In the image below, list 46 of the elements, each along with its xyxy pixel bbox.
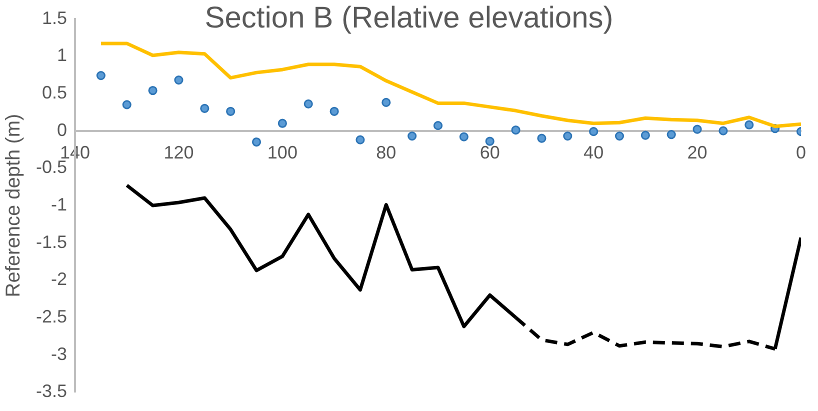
x-tick-label: 20: [687, 142, 708, 163]
y-tick-label: -1.5: [36, 232, 68, 252]
point: [382, 98, 391, 107]
point: [122, 100, 132, 110]
point: [744, 120, 754, 130]
point: [692, 124, 702, 134]
point: [174, 75, 184, 85]
y-tick-label: 1: [57, 45, 68, 66]
y-tick-label: -1: [51, 194, 68, 214]
point: [666, 130, 676, 140]
point: [356, 135, 365, 144]
point: [589, 127, 598, 136]
x-tick-label: 120: [164, 142, 194, 163]
point: [226, 106, 236, 116]
point: [408, 132, 417, 141]
point: [511, 126, 520, 135]
x-tick-label: 80: [376, 142, 396, 163]
point: [459, 132, 468, 142]
y-tick-label: -2: [51, 269, 68, 290]
point: [614, 132, 624, 141]
point: [485, 136, 494, 146]
y-axis-title: Reference depth (m): [2, 114, 25, 298]
point: [433, 121, 443, 130]
point: [304, 99, 313, 108]
point: [148, 86, 158, 96]
x-tick-label: 0: [796, 142, 806, 163]
y-tick-label: -2.5: [36, 306, 68, 326]
x-tick-label: 60: [480, 142, 500, 163]
y-tick-label: 0.5: [42, 82, 68, 102]
point: [252, 137, 262, 147]
point: [330, 106, 339, 116]
point: [96, 71, 106, 80]
y-tick-label: 0: [57, 120, 68, 140]
y-tick-label: -3: [51, 344, 68, 364]
chart-title: Section B (Relative elevations): [204, 1, 614, 34]
point: [537, 134, 546, 143]
point: [563, 132, 572, 141]
point: [640, 130, 650, 140]
x-tick-label: 100: [267, 142, 298, 163]
point: [278, 118, 287, 128]
y-tick-label: -0.5: [36, 157, 68, 178]
y-tick-label: -3.5: [36, 381, 68, 402]
y-tick-label: 1.5: [42, 8, 68, 28]
point: [200, 104, 210, 113]
point: [718, 126, 728, 136]
x-tick-label: 40: [584, 142, 604, 163]
